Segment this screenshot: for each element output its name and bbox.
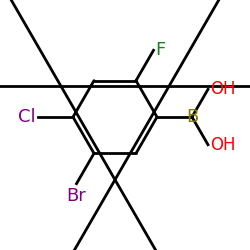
Text: F: F [156, 41, 166, 59]
Text: Cl: Cl [18, 108, 36, 126]
Text: OH: OH [210, 80, 236, 98]
Text: OH: OH [210, 136, 236, 154]
Text: Br: Br [66, 187, 86, 205]
Text: B: B [186, 108, 198, 126]
